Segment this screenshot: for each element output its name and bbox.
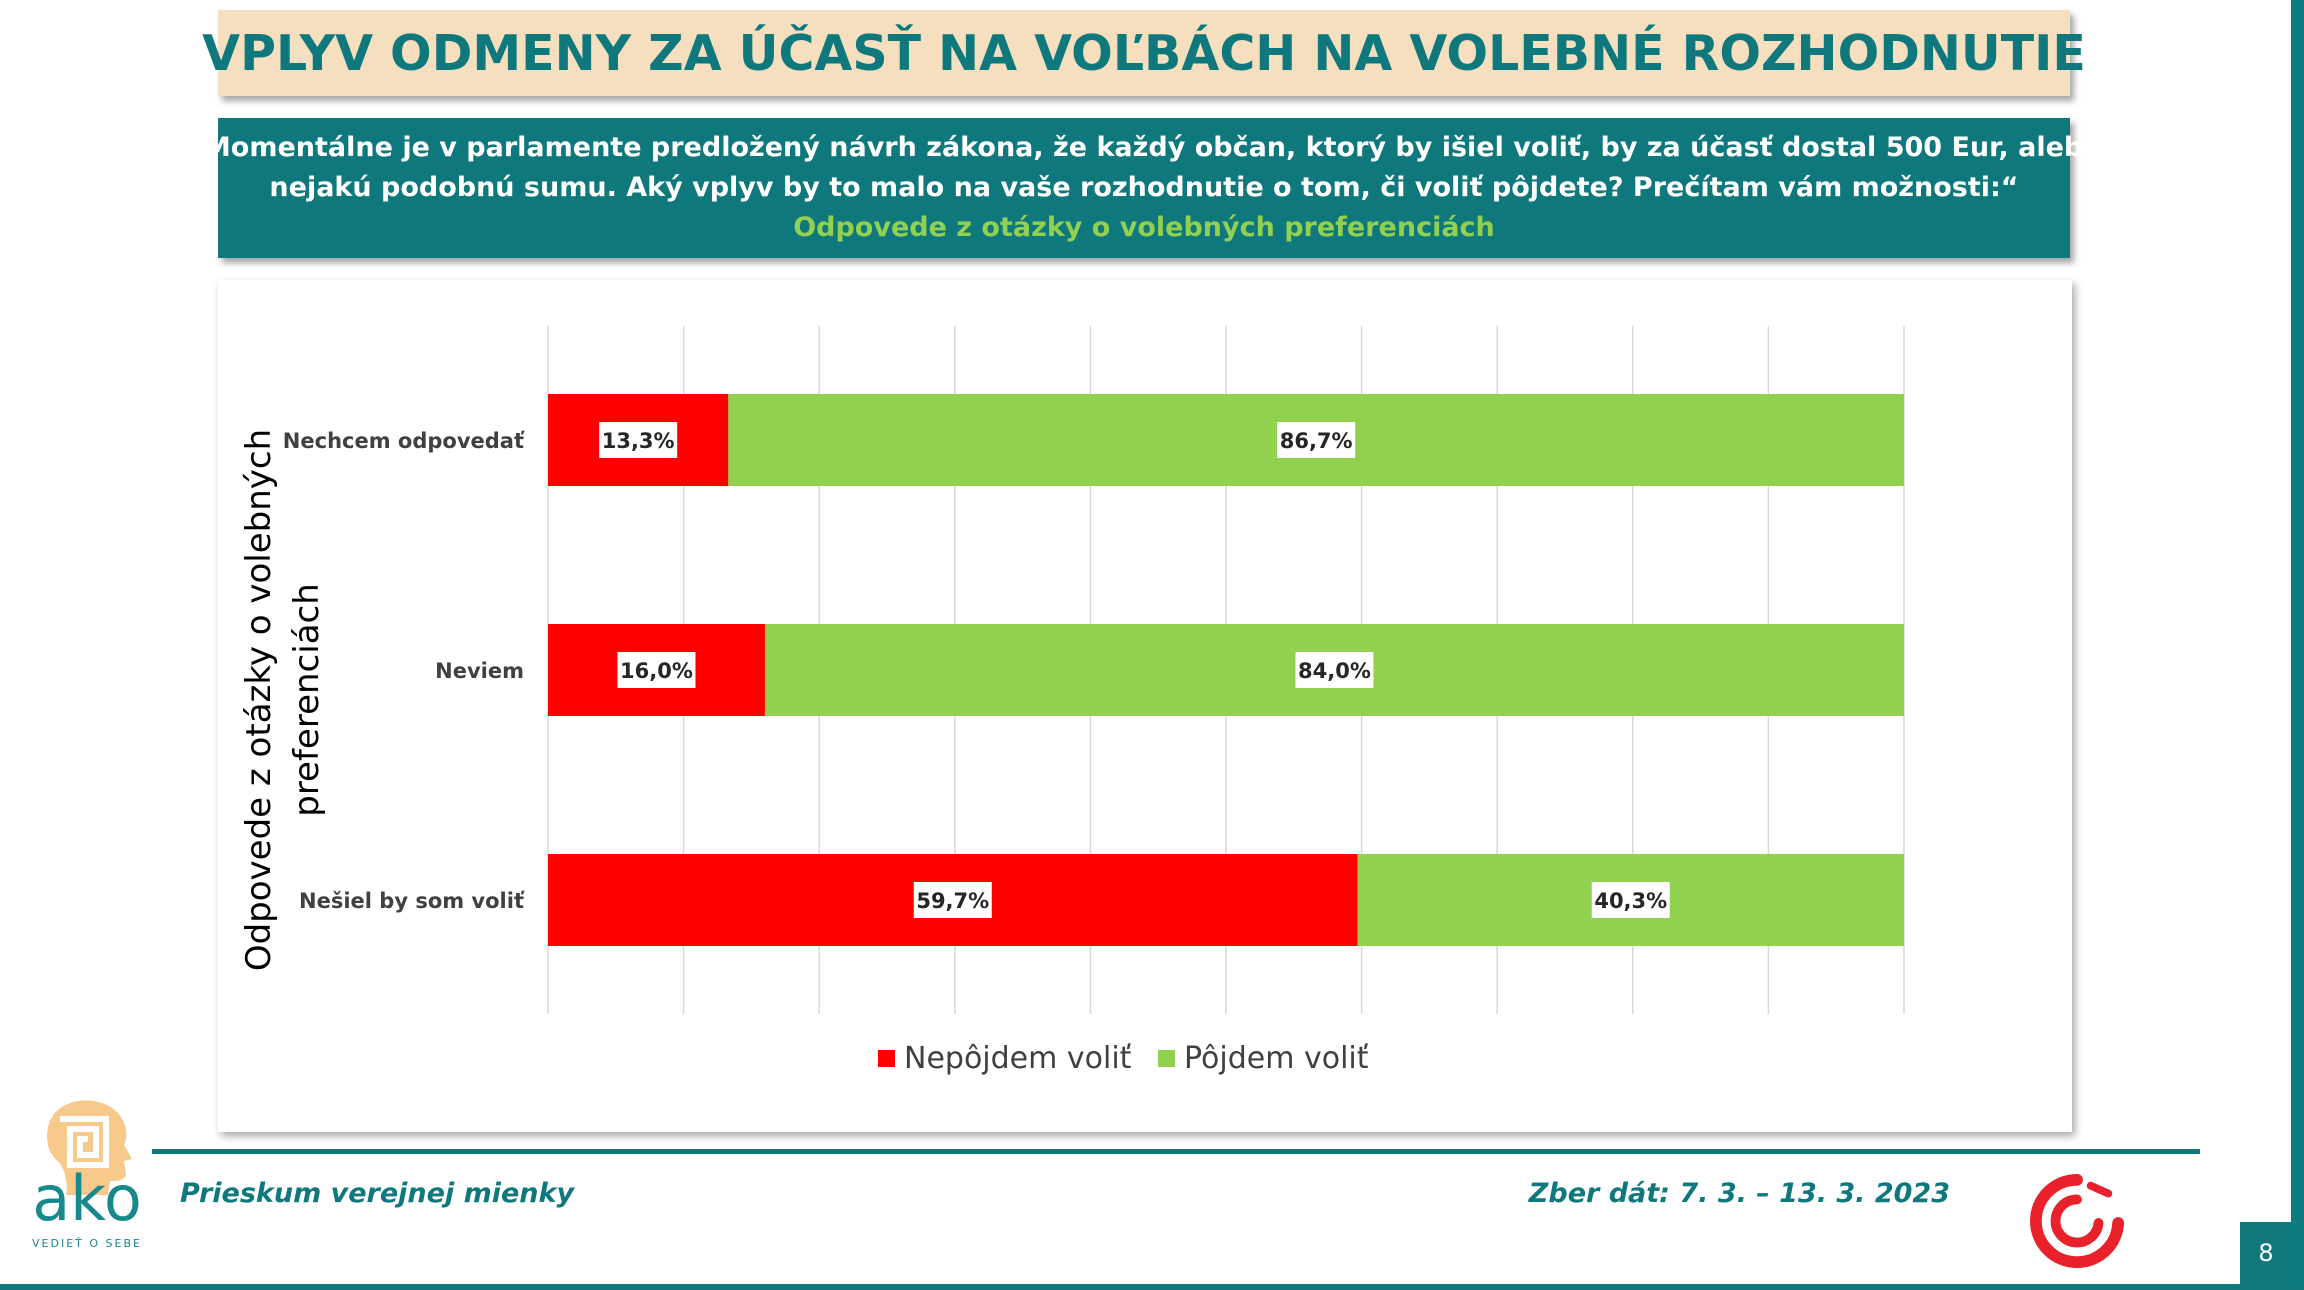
data-label-box	[599, 422, 678, 458]
data-label-box	[1295, 652, 1374, 688]
data-label: 40,3%	[1594, 889, 1667, 913]
data-label: 16,0%	[620, 659, 693, 683]
legend-label: Pôjdem voliť	[1184, 1041, 1369, 1076]
spiral-outer-arc	[2030, 1173, 2125, 1269]
head-silhouette	[46, 1100, 132, 1195]
ako-tagline: VEDIEŤ O SEBE	[32, 1237, 142, 1250]
footer-survey-label: Prieskum verejnej mienky	[180, 1178, 575, 1209]
maze-pattern	[60, 1116, 109, 1168]
page-number-badge: 8	[2240, 1222, 2292, 1284]
ako-head-logo-icon	[46, 1100, 132, 1195]
category-label: Nešiel by som voliť	[299, 889, 525, 913]
legend-label: Nepôjdem voliť	[904, 1041, 1132, 1076]
category-label: Nechcem odpovedať	[283, 429, 525, 453]
stacked-bar-chart: 13,3% 86,7% Nechcem odpovedať 16,0% 84,0% Nev…	[239, 326, 1905, 1076]
data-label-box	[617, 652, 696, 688]
data-label: 13,3%	[602, 429, 675, 453]
data-label-box	[913, 882, 992, 918]
y-axis-title: Odpovede z otázky o volebných preferenciá…	[239, 429, 327, 971]
y-axis-title-line-2: preferenciách	[287, 583, 327, 817]
footer-divider	[152, 1149, 2200, 1154]
question-banner: „Momentálne je v parlamente predložený n…	[186, 118, 2102, 258]
legend-swatch	[1158, 1050, 1175, 1067]
question-line-1: „Momentálne je v parlamente predložený n…	[186, 132, 2102, 163]
y-axis-title-line-1: Odpovede z otázky o volebných	[239, 429, 279, 971]
legend-swatch	[878, 1050, 895, 1067]
data-label: 84,0%	[1298, 659, 1371, 683]
chart-panel: 13,3% 86,7% Nechcem odpovedať 16,0% 84,0% Nev…	[218, 280, 2072, 1132]
category-label: Neviem	[435, 659, 524, 683]
slide-title: VPLYV ODMENY ZA ÚČASŤ NA VOĽBÁCH NA VOLE…	[202, 24, 2086, 82]
data-label-box	[1591, 882, 1670, 918]
bottom-border	[0, 1284, 2304, 1290]
question-line-2: nejakú podobnú sumu. Aký vplyv by to mal…	[269, 172, 2019, 203]
data-label: 59,7%	[916, 889, 989, 913]
question-subtitle: Odpovede z otázky o volebných preferenci…	[793, 212, 1495, 243]
slide-edge-bar	[2291, 0, 2304, 1290]
title-banner: VPLYV ODMENY ZA ÚČASŤ NA VOĽBÁCH NA VOLE…	[202, 10, 2086, 96]
spiral-inner-arc	[2050, 1194, 2104, 1248]
spiral-logo-icon	[2030, 1173, 2125, 1269]
data-label: 86,7%	[1280, 429, 1353, 453]
footer-date-range: Zber dát: 7. 3. – 13. 3. 2023	[1528, 1178, 1950, 1209]
spiral-tail	[2086, 1181, 2113, 1198]
ako-brand-text: ako	[32, 1162, 142, 1235]
data-label-box	[1277, 422, 1356, 458]
